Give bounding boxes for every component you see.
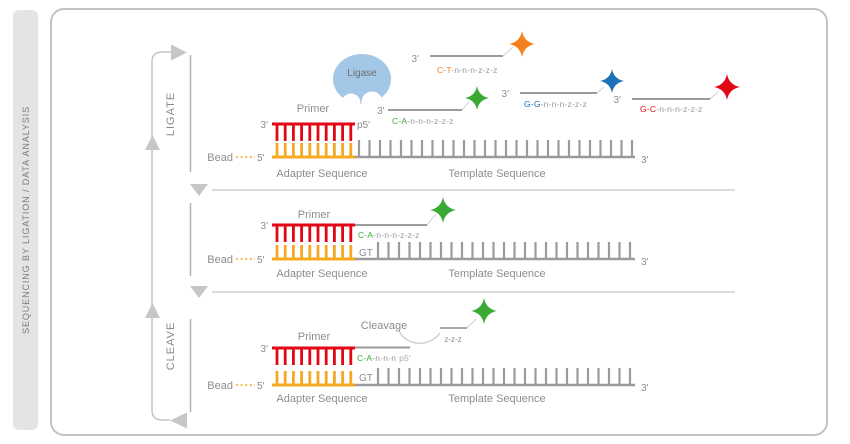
adapter-sequence-label: Adapter Sequence — [276, 393, 367, 405]
fluorophore-star-icon — [600, 69, 624, 93]
cycle-arrow-right-icon — [171, 44, 187, 61]
probe-orange-3prime-label: 3' — [412, 54, 420, 65]
primer-3prime-label: 3' — [261, 221, 269, 232]
ligate-panel: Primer 3' p5' 3' C-A-n-n-n-z-z-z 3' C-T-… — [207, 54, 702, 180]
template-3prime-label: 3' — [641, 383, 649, 394]
probe-red-label: G-C-n-n-n-z-z-z — [640, 104, 703, 114]
primer-3prime-label: 3' — [261, 120, 269, 131]
adapter-sequence-label: Adapter Sequence — [276, 268, 367, 280]
fluorophore-link — [461, 101, 470, 111]
ligate-step-label: LIGATE — [165, 92, 177, 136]
bead-label: Bead — [207, 254, 233, 266]
primer-teeth — [275, 125, 353, 141]
cycle-arrow-left-icon — [170, 412, 187, 429]
strand-shapes — [236, 31, 740, 387]
fluorophore-star-icon — [465, 86, 489, 110]
cleaved-probe-label: C-A-n-n-n p5' — [357, 353, 411, 363]
ligase-body — [333, 54, 391, 104]
primer-p5-label: p5' — [357, 120, 370, 131]
bead-label: Bead — [207, 152, 233, 164]
template-teeth — [376, 368, 632, 384]
probe-red-3prime-label: 3' — [614, 95, 622, 106]
template-teeth — [357, 140, 634, 156]
fluorophore-star-icon — [714, 74, 740, 100]
primer-teeth — [275, 349, 353, 365]
ligase-enzyme: Ligase — [333, 54, 391, 113]
adapter-teeth — [275, 371, 353, 384]
template-3prime-label: 3' — [641, 257, 649, 268]
extend-panel: Primer 3' C-A-n-n-n-z-z-z GT Bead 5' Ada… — [207, 209, 648, 280]
bead-label: Bead — [207, 380, 233, 392]
adapter-5prime-label: 5' — [257, 255, 265, 266]
cleave-step-label: CLEAVE — [165, 322, 177, 371]
cycle-arrow-up-icon-2 — [145, 303, 160, 318]
template-sequence-label: Template Sequence — [448, 268, 545, 280]
probe-green-label: C-A-n-n-n-z-z-z — [392, 116, 454, 126]
fluorophore-link — [466, 318, 477, 329]
cycle-loop-line — [151, 51, 171, 421]
fluorophore-link — [709, 91, 719, 100]
diagram-frame — [50, 8, 828, 436]
primer-label: Primer — [298, 209, 331, 221]
fluorophore-star-icon — [471, 298, 497, 324]
fluorophore-star-icon — [430, 197, 456, 223]
cleavage-arc — [398, 329, 441, 344]
adapter-teeth — [275, 143, 353, 156]
cleaved-fragment-label: z-z-z — [444, 335, 461, 344]
template-sequence-label: Template Sequence — [448, 393, 545, 405]
probe-green-3prime-label: 3' — [377, 106, 385, 117]
fluorophore-link — [426, 213, 437, 226]
cleave-panel: Primer Cleavage z-z-z 3' C-A-n-n-n p5' GT… — [207, 320, 648, 405]
primer-3prime-label: 3' — [261, 344, 269, 355]
template-bases-label: GT — [359, 373, 373, 384]
sidebar-tab: SEQUENCING BY LIGATION / DATA ANALYSIS — [13, 10, 38, 430]
template-teeth — [376, 242, 632, 258]
fluorophore-star-icon — [509, 31, 535, 57]
ligase-notch-2 — [361, 91, 383, 113]
flow-down-arrow-icon — [190, 184, 208, 196]
adapter-5prime-label: 5' — [257, 381, 265, 392]
cycle-loop — [145, 44, 187, 429]
adapter-5prime-label: 5' — [257, 153, 265, 164]
primer-teeth — [275, 226, 353, 242]
adapter-teeth — [275, 245, 353, 258]
fluorophore-link — [502, 46, 514, 57]
fluorophore-link — [596, 86, 605, 94]
template-3prime-label: 3' — [641, 155, 649, 166]
flow-down-arrow-icon-2 — [190, 286, 208, 298]
cycle-arrow-up-icon — [145, 135, 160, 150]
ligated-probe-label: C-A-n-n-n-z-z-z — [358, 230, 420, 240]
probe-blue-label: G-G-n-n-n-z-z-z — [524, 99, 587, 109]
primer-label: Primer — [297, 103, 330, 115]
cleavage-label: Cleavage — [361, 320, 407, 332]
primer-label: Primer — [298, 331, 331, 343]
probe-blue-3prime-label: 3' — [502, 89, 510, 100]
ligase-label: Ligase — [347, 68, 377, 79]
probe-orange-label: C-T-n-n-n-z-z-z — [437, 65, 498, 75]
template-bases-label: GT — [359, 248, 373, 259]
template-sequence-label: Template Sequence — [448, 168, 545, 180]
adapter-sequence-label: Adapter Sequence — [276, 168, 367, 180]
ligase-notch — [341, 93, 361, 113]
